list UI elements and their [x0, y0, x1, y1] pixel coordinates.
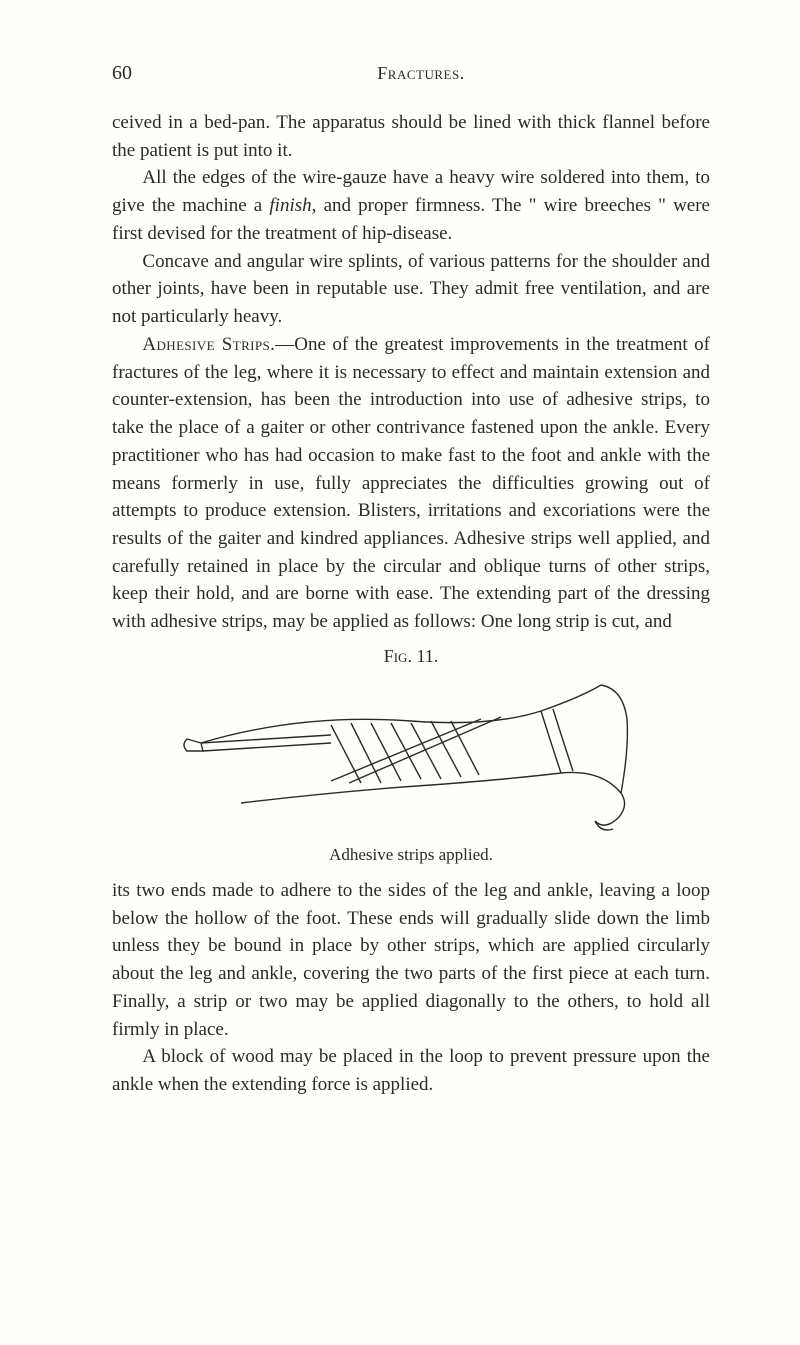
- page-number: 60: [112, 62, 132, 85]
- paragraph-5: its two ends made to adhere to the sides…: [112, 877, 710, 1043]
- p4-body: —One of the greatest improvements in the…: [112, 334, 710, 632]
- figure-caption-bottom: Adhesive strips applied.: [112, 845, 710, 865]
- p2-emph: finish: [269, 195, 311, 216]
- p4-heading: Adhesive Strips.: [142, 334, 275, 355]
- page: 60 Fractures. ceived in a bed-pan. The a…: [0, 0, 800, 1345]
- running-title: Fractures.: [132, 63, 710, 84]
- paragraph-4: Adhesive Strips.—One of the greatest imp…: [112, 331, 710, 636]
- figure-caption-top: Fig. 11.: [112, 646, 710, 667]
- paragraph-3: Concave and angular wire splints, of var…: [112, 248, 710, 331]
- paragraph-1: ceived in a bed-pan. The apparatus shoul…: [112, 109, 710, 164]
- page-header: 60 Fractures.: [112, 62, 710, 85]
- paragraph-2: All the edges of the wire-gauze have a h…: [112, 164, 710, 247]
- adhesive-strips-illustration: [181, 673, 641, 843]
- body-text: ceived in a bed-pan. The apparatus shoul…: [112, 109, 710, 1099]
- figure-11: [112, 673, 710, 843]
- paragraph-6: A block of wood may be placed in the loo…: [112, 1043, 710, 1098]
